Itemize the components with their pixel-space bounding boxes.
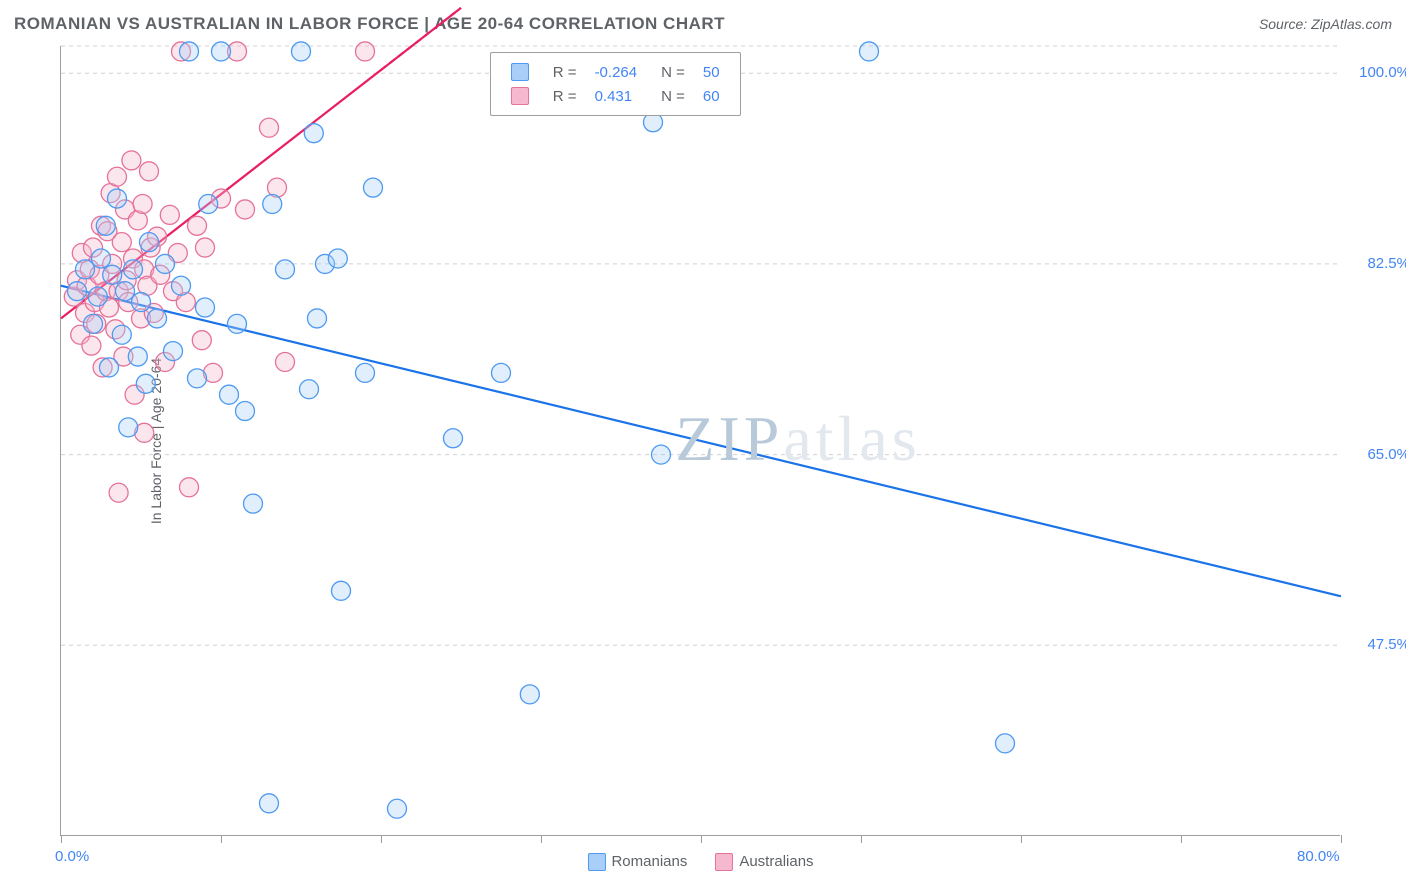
legend-n-label: N = [647,61,693,83]
legend-label-australians: Australians [739,853,813,870]
chart-container: ROMANIAN VS AUSTRALIAN IN LABOR FORCE | … [0,0,1406,892]
chart-title: ROMANIAN VS AUSTRALIAN IN LABOR FORCE | … [14,14,725,34]
legend-n-value-australians: 60 [695,85,728,107]
swatch-australians-icon [715,853,733,871]
legend-row-australians: R = 0.431 N = 60 [503,85,728,107]
legend-n-label: N = [647,85,693,107]
y-tick-label: 47.5% [1348,636,1406,653]
legend-r-value-romanians: -0.264 [587,61,646,83]
swatch-australians-icon [511,87,529,105]
y-tick-label: 100.0% [1348,64,1406,81]
legend-label-romanians: Romanians [611,853,687,870]
series-legend: Romanians Australians [587,853,813,871]
legend-row-romanians: R = -0.264 N = 50 [503,61,728,83]
x-tick-label: 0.0% [55,848,89,865]
legend-item-romanians: Romanians [587,853,687,871]
legend-item-australians: Australians [715,853,813,871]
legend-r-label: R = [545,85,585,107]
legend-r-label: R = [545,61,585,83]
legend-r-value-australians: 0.431 [587,85,646,107]
scatter-svg [61,46,1341,836]
legend-n-value-romanians: 50 [695,61,728,83]
plot-area: In Labor Force | Age 20-64 ZIPatlas R = … [60,46,1340,836]
title-row: ROMANIAN VS AUSTRALIAN IN LABOR FORCE | … [14,14,1392,34]
correlation-legend: R = -0.264 N = 50 R = 0.431 N = 60 [490,52,741,116]
swatch-romanians-icon [587,853,605,871]
x-tick-label: 80.0% [1297,848,1340,865]
chart-source: Source: ZipAtlas.com [1259,16,1392,32]
y-tick-label: 82.5% [1348,255,1406,272]
swatch-romanians-icon [511,63,529,81]
y-tick-label: 65.0% [1348,446,1406,463]
